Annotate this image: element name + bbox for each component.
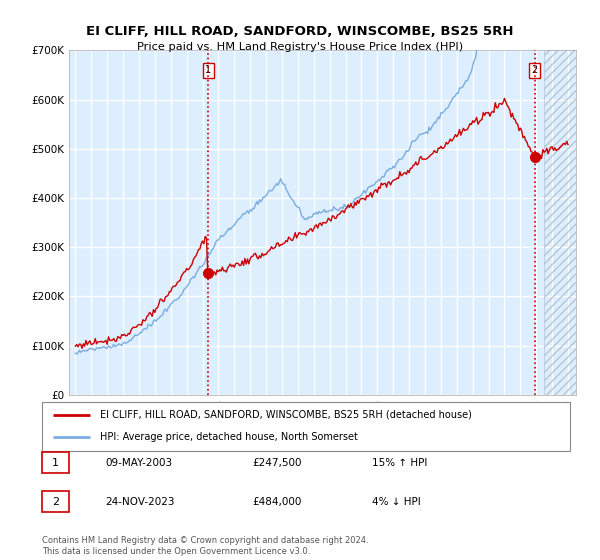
Text: HPI: Average price, detached house, North Somerset: HPI: Average price, detached house, Nort… bbox=[100, 432, 358, 442]
Text: 1: 1 bbox=[205, 65, 211, 75]
Text: EI CLIFF, HILL ROAD, SANDFORD, WINSCOMBE, BS25 5RH: EI CLIFF, HILL ROAD, SANDFORD, WINSCOMBE… bbox=[86, 25, 514, 38]
Text: 09-MAY-2003: 09-MAY-2003 bbox=[105, 458, 172, 468]
Text: 1: 1 bbox=[52, 458, 59, 468]
Text: 2: 2 bbox=[52, 497, 59, 507]
Text: 15% ↑ HPI: 15% ↑ HPI bbox=[372, 458, 427, 468]
Text: Contains HM Land Registry data © Crown copyright and database right 2024.
This d: Contains HM Land Registry data © Crown c… bbox=[42, 536, 368, 556]
Text: £484,000: £484,000 bbox=[252, 497, 301, 507]
Bar bbox=[544, 50, 581, 395]
Text: £247,500: £247,500 bbox=[252, 458, 302, 468]
Bar bbox=[544, 50, 581, 395]
Text: 24-NOV-2023: 24-NOV-2023 bbox=[105, 497, 175, 507]
Text: 4% ↓ HPI: 4% ↓ HPI bbox=[372, 497, 421, 507]
Text: Price paid vs. HM Land Registry's House Price Index (HPI): Price paid vs. HM Land Registry's House … bbox=[137, 42, 463, 52]
Text: EI CLIFF, HILL ROAD, SANDFORD, WINSCOMBE, BS25 5RH (detached house): EI CLIFF, HILL ROAD, SANDFORD, WINSCOMBE… bbox=[100, 410, 472, 420]
Text: 2: 2 bbox=[532, 65, 538, 75]
